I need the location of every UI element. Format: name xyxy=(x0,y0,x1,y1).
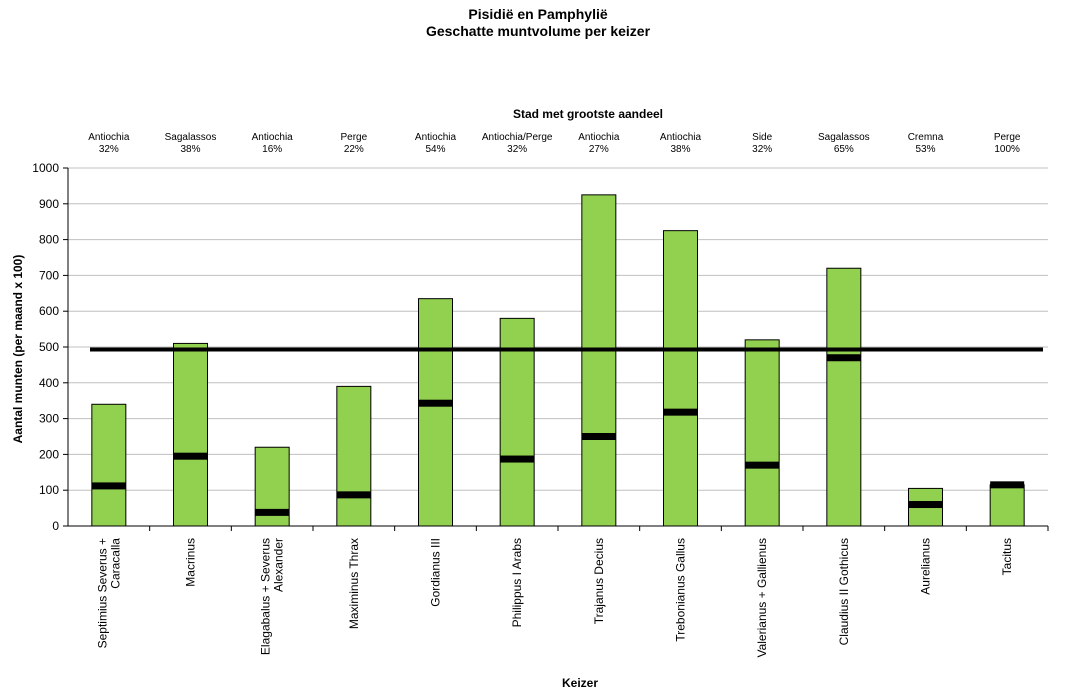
top-share-label: 27% xyxy=(589,144,609,155)
bar-marker xyxy=(255,508,290,516)
top-city-label: Antiochia xyxy=(660,132,702,143)
bar-marker xyxy=(663,408,698,416)
bar xyxy=(744,339,780,527)
top-city-label: Side xyxy=(752,132,772,143)
y-tick-label: 700 xyxy=(39,268,59,282)
x-category-label: Maximinus Thrax xyxy=(347,538,361,629)
bar xyxy=(418,298,453,527)
bar-marker xyxy=(336,491,371,499)
x-category-label: Macrinus xyxy=(184,538,198,587)
bar xyxy=(581,194,617,527)
top-share-label: 38% xyxy=(670,144,690,155)
top-share-label: 32% xyxy=(99,144,119,155)
top-city-label: Antiochia xyxy=(578,132,620,143)
x-category-label: Tacitus xyxy=(1000,538,1014,575)
labels: 0 100 200 300 400 500 600 700 800 900 1000 Septimiu… xyxy=(32,132,1021,658)
bar xyxy=(91,403,127,527)
top-city-label: Sagalassos xyxy=(165,132,217,143)
top-share-label: 32% xyxy=(752,144,772,155)
y-tick-label: 300 xyxy=(39,412,59,426)
top-city-label: Perge xyxy=(994,132,1021,143)
top-axis-title: Stad met grootste aandeel xyxy=(513,107,663,121)
y-tick-label: 400 xyxy=(39,376,59,390)
bar-marker xyxy=(826,354,861,362)
x-category-label: Claudius II Gothicus xyxy=(837,538,851,645)
bar-marker xyxy=(908,501,943,509)
x-category-label: Valerianus + Gallienus xyxy=(755,538,769,658)
y-axis-title: Aantal munten (per maand x 100) xyxy=(11,255,25,444)
top-city-label: Perge xyxy=(340,132,367,143)
y-tick-label: 100 xyxy=(39,483,59,497)
bar-marker xyxy=(990,481,1025,489)
y-tick-label: 900 xyxy=(39,197,59,211)
top-share-label: 65% xyxy=(834,144,854,155)
bar-marker xyxy=(581,433,616,440)
x-category-label: Gordianus III xyxy=(429,538,443,607)
grid xyxy=(68,167,1048,491)
top-city-label: Sagalassos xyxy=(818,132,870,143)
top-share-label: 32% xyxy=(507,144,527,155)
bar-marker xyxy=(418,399,453,407)
y-tick-label: 600 xyxy=(39,304,59,318)
x-category-label: Trajanus Decius xyxy=(592,538,606,624)
chart-subtitle: Geschatte muntvolume per keizer xyxy=(425,23,651,39)
x-category-label: Septimius Severus + xyxy=(95,538,109,648)
bar-marker xyxy=(91,482,126,490)
top-city-label: Antiochia xyxy=(252,132,294,143)
chart-title-block: Pisidië en Pamphylië Geschatte muntvolum… xyxy=(0,6,1076,40)
chart-title: Pisidië en Pamphylië xyxy=(468,6,608,22)
x-category-label: Trebonianus Gallus xyxy=(674,538,688,642)
bar-marker xyxy=(500,455,535,463)
y-tick-label: 200 xyxy=(39,447,59,461)
y-tick-label: 500 xyxy=(39,340,59,354)
bar xyxy=(826,267,862,527)
y-tick-label: 1000 xyxy=(32,161,59,175)
x-category-label: Aurelianus xyxy=(919,538,933,595)
markers xyxy=(90,347,1043,516)
x-category-label: Alexander xyxy=(272,538,286,592)
x-category-label: Philippus I Arabs xyxy=(510,538,524,627)
bar xyxy=(989,484,1025,527)
top-city-label: Antiochia xyxy=(88,132,130,143)
axes xyxy=(63,167,1049,531)
y-tick-label: 800 xyxy=(39,233,59,247)
bar xyxy=(336,385,372,527)
top-share-label: 16% xyxy=(262,144,282,155)
x-axis-title: Keizer xyxy=(562,676,598,689)
bar-marker xyxy=(745,461,780,469)
top-share-label: 38% xyxy=(180,144,200,155)
y-tick-label: 0 xyxy=(52,519,59,533)
x-category-label: Caracalla xyxy=(108,538,122,589)
bars xyxy=(91,194,1025,527)
top-share-label: 100% xyxy=(994,144,1020,155)
bar xyxy=(173,342,208,527)
bar xyxy=(663,230,698,527)
top-city-label: Cremna xyxy=(908,132,944,143)
top-share-label: 22% xyxy=(344,144,364,155)
top-share-label: 54% xyxy=(425,144,445,155)
top-city-label: Antiochia xyxy=(415,132,457,143)
bar-marker xyxy=(173,452,208,460)
top-city-label: Antiochia/Perge xyxy=(482,132,553,143)
top-share-label: 53% xyxy=(915,144,935,155)
x-category-label: Elagabalus + Severus xyxy=(259,538,273,655)
